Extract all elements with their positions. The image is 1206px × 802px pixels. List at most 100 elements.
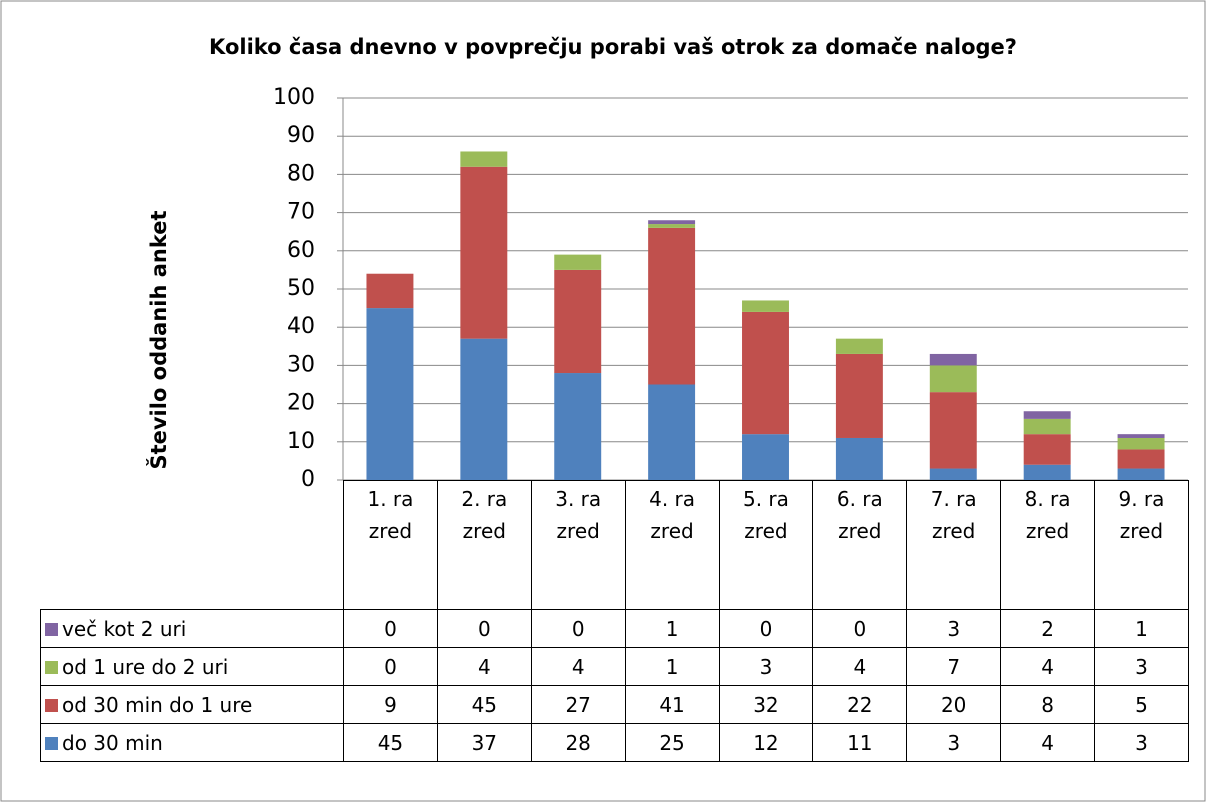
value-cell: 0 [436,609,532,648]
value-cell: 4 [1000,723,1095,762]
value-cell: 0 [812,609,908,648]
bar-segment [1023,418,1071,435]
value-cell: 4 [530,647,626,686]
value-cell: 45 [343,723,438,762]
series-row: od 30 min do 1 ure 9 45 27 41 32 22 20 8 5 [40,685,1189,724]
x-tick-label: 3. razred [555,487,602,543]
bar-segment [1117,468,1165,480]
value-cell: 0 [718,609,814,648]
y-tick-label: 100 [273,85,315,110]
x-tick-label: 2. razred [461,487,508,543]
x-tick-label: 4. razred [649,487,696,543]
value-cell: 9 [343,685,438,724]
bar-segment [648,227,696,385]
category-cell: 8. razred [1000,480,1095,610]
category-cell: 6. razred [812,480,908,610]
series-row: od 1 ure do 2 uri 0 4 4 1 3 4 7 4 3 [40,647,1189,686]
y-tick-label: 30 [287,352,315,377]
bar-segment [929,365,977,393]
bar-segment [1117,434,1165,438]
bar-segment [835,437,883,480]
value-cell: 45 [436,685,532,724]
value-cell: 7 [906,647,1002,686]
legend-swatch [45,660,58,674]
value-cell: 3 [906,723,1002,762]
x-tick-label: 1. razred [367,487,414,543]
bar-segment [648,384,696,480]
value-cell: 3 [1094,647,1189,686]
bar-segment [1023,434,1071,465]
y-tick-label: 50 [287,276,315,301]
bar-segment [742,300,789,312]
legend-label: več kot 2 uri [62,616,187,641]
category-cell: 2. razred [436,480,532,610]
x-tick-label: 6. razred [836,487,883,543]
bar-segment [460,166,508,339]
bar-segment [554,373,602,480]
value-cell: 41 [624,685,720,724]
bar-segment [648,220,696,225]
value-cell: 0 [343,609,438,648]
value-cell: 37 [436,723,532,762]
blank-cell [40,480,344,610]
value-cell: 12 [718,723,814,762]
legend-entry: več kot 2 uri [40,609,344,648]
legend-swatch [45,698,58,712]
bar-segment [1117,449,1165,469]
bar-segment [366,308,414,480]
legend-entry: od 1 ure do 2 uri [40,647,344,686]
bar-segment [929,392,977,469]
bar-segment [1117,437,1165,450]
value-cell: 32 [718,685,814,724]
x-tick-label: 8. razred [1024,487,1071,543]
category-cell: 1. razred [343,480,438,610]
value-cell: 4 [812,647,908,686]
bar-segment [554,269,602,374]
bar-segment [835,353,883,438]
bar-segment [1023,464,1071,480]
value-cell: 20 [906,685,1002,724]
legend-swatch [45,736,58,750]
value-cell: 3 [718,647,814,686]
value-cell: 5 [1094,685,1189,724]
value-cell: 4 [1000,647,1095,686]
category-cell: 7. razred [906,480,1002,610]
bar-segment [1023,411,1071,419]
x-tick-label: 5. razred [742,487,789,543]
bar-segment [554,254,602,270]
bar-segment [460,151,508,167]
value-cell: 25 [624,723,720,762]
x-tick-label: 9. razred [1118,487,1165,543]
data-table: 1. razred 2. razred 3. razred 4. razred 5. r… [40,480,1189,762]
y-tick-label: 20 [287,391,315,416]
series-row: več kot 2 uri 0 0 0 1 0 0 3 2 1 [40,609,1189,648]
bar-segment [742,434,789,480]
y-tick-label: 10 [287,429,315,454]
value-cell: 4 [436,647,532,686]
y-tick-label: 40 [287,314,315,339]
legend-swatch [45,622,58,636]
category-cell: 9. razred [1094,480,1189,610]
y-axis-label: Število oddanih anket [146,210,171,469]
x-tick-label: 7. razred [930,487,977,543]
value-cell: 11 [812,723,908,762]
value-cell: 1 [1094,609,1189,648]
value-cell: 27 [530,685,626,724]
bar-segment [460,338,508,480]
y-tick-label: 60 [287,238,315,263]
value-cell: 1 [624,609,720,648]
legend-label: od 30 min do 1 ure [62,692,253,717]
legend-label: do 30 min [62,730,163,755]
value-cell: 22 [812,685,908,724]
bar-segment [648,224,696,228]
value-cell: 28 [530,723,626,762]
legend-entry: od 30 min do 1 ure [40,685,344,724]
value-cell: 1 [624,647,720,686]
chart-title: Koliko časa dnevno v povprečju porabi va… [209,35,1017,59]
bar-segment [835,338,883,354]
series-row: do 30 min 45 37 28 25 12 11 3 4 3 [40,723,1189,762]
bar-segment [929,468,977,480]
